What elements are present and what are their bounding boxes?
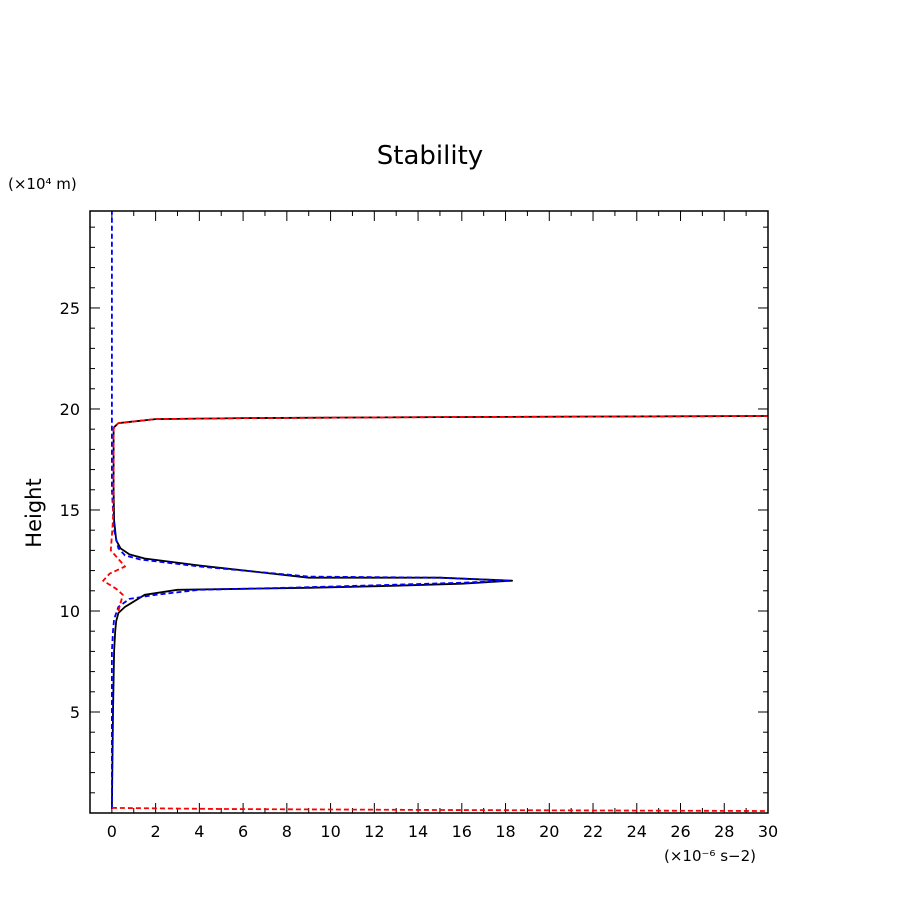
x-tick-label: 28: [714, 822, 734, 841]
x-tick-label: 2: [151, 822, 161, 841]
x-tick-label: 24: [627, 822, 647, 841]
x-tick-label: 10: [320, 822, 340, 841]
x-tick-label: 20: [539, 822, 559, 841]
x-tick-label: 6: [238, 822, 248, 841]
y-tick-label: 20: [60, 400, 80, 419]
y-tick-label: 15: [60, 501, 80, 520]
y-axis-label: Height: [22, 478, 46, 547]
y-unit-label: (×10⁴ m): [8, 175, 77, 193]
x-tick-label: 26: [670, 822, 690, 841]
plot-area: [102, 211, 769, 812]
x-tick-label: 16: [452, 822, 472, 841]
series-line-3: [102, 415, 769, 612]
y-tick-label: 25: [60, 299, 80, 318]
series-line-4: [111, 807, 769, 812]
x-tick-label: 14: [408, 822, 428, 841]
chart-title: Stability: [377, 141, 483, 171]
x-tick-label: 12: [364, 822, 384, 841]
y-tick-label: 5: [70, 703, 80, 722]
x-tick-label: 8: [282, 822, 292, 841]
x-tick-label: 30: [758, 822, 778, 841]
series-line-1: [111, 415, 769, 810]
plot-frame: [89, 210, 769, 814]
x-tick-label: 0: [107, 822, 117, 841]
series-line-2: [111, 211, 511, 809]
y-tick-label: 10: [60, 602, 80, 621]
x-tick-label: 18: [495, 822, 515, 841]
x-unit-label: (×10⁻⁶ s−2): [664, 847, 756, 865]
x-tick-label: 22: [583, 822, 603, 841]
x-tick-label: 4: [194, 822, 204, 841]
